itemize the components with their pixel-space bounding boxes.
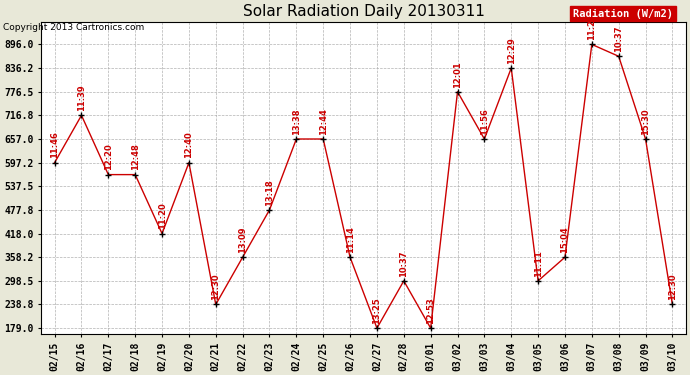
Text: Copyright 2013 Cartronics.com: Copyright 2013 Cartronics.com [3, 22, 145, 32]
Text: 13:25: 13:25 [373, 297, 382, 324]
Text: 11:20: 11:20 [157, 202, 166, 229]
Text: 12:40: 12:40 [184, 132, 193, 159]
Text: 11:29: 11:29 [587, 13, 596, 40]
Text: 13:09: 13:09 [238, 226, 247, 253]
Text: 12:30: 12:30 [211, 274, 220, 300]
Text: 12:29: 12:29 [506, 37, 515, 64]
Text: 10:37: 10:37 [614, 26, 623, 52]
Text: Radiation (W/m2): Radiation (W/m2) [573, 9, 673, 19]
Text: 11:39: 11:39 [77, 84, 86, 111]
Text: 15:04: 15:04 [560, 226, 569, 253]
Text: 10:37: 10:37 [400, 250, 408, 277]
Text: 15:30: 15:30 [641, 108, 650, 135]
Title: Solar Radiation Daily 20130311: Solar Radiation Daily 20130311 [243, 4, 484, 19]
Text: 13:18: 13:18 [265, 179, 274, 206]
Text: 12:48: 12:48 [130, 144, 139, 171]
Text: 11:46: 11:46 [50, 132, 59, 159]
Text: 11:11: 11:11 [533, 250, 542, 277]
Text: 11:56: 11:56 [480, 108, 489, 135]
Text: 12:44: 12:44 [319, 108, 328, 135]
Text: 12:53: 12:53 [426, 297, 435, 324]
Text: 12:30: 12:30 [668, 274, 677, 300]
Text: 12:01: 12:01 [453, 61, 462, 87]
Text: 12:20: 12:20 [104, 144, 113, 171]
Text: 11:14: 11:14 [346, 226, 355, 253]
Text: 13:38: 13:38 [292, 108, 301, 135]
